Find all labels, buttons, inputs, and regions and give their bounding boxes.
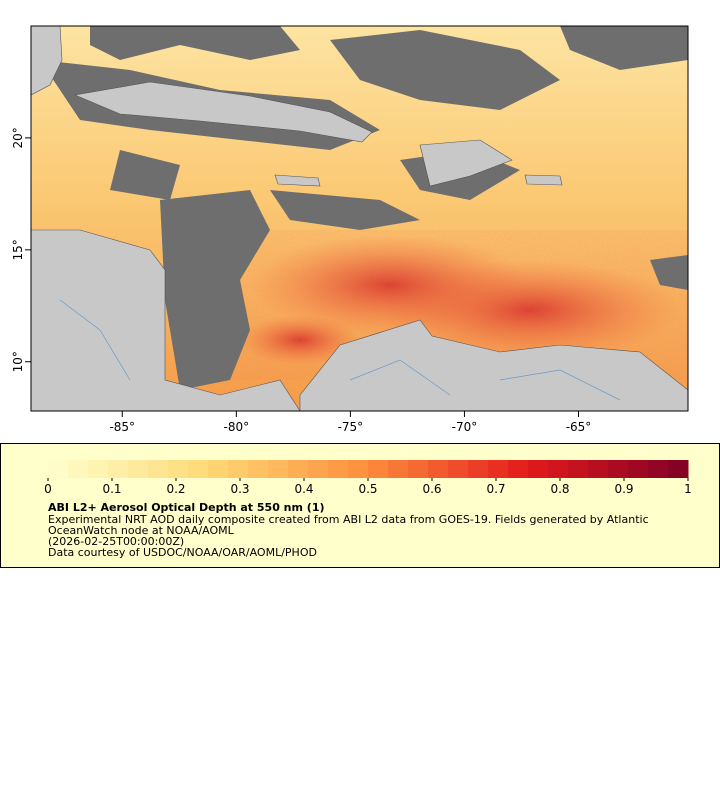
- colorbar-tick-label: 0: [44, 482, 52, 496]
- colorbar-tick-label: 0.3: [230, 482, 249, 496]
- map-image: [31, 26, 688, 411]
- x-tick-label: -70°: [452, 420, 478, 434]
- colorbar-tick-label: 0.1: [102, 482, 121, 496]
- colorbar-step: [228, 460, 249, 478]
- colorbar-step: [108, 460, 129, 478]
- x-tick-label: -80°: [224, 420, 250, 434]
- legend-line: (2026-02-25T00:00:00Z): [48, 535, 184, 548]
- colorbar-tick-label: 0.5: [358, 482, 377, 496]
- y-tick-label: 20°: [11, 127, 25, 148]
- colorbar-step: [668, 460, 689, 478]
- colorbar-step: [288, 460, 309, 478]
- y-tick-label: 10°: [11, 351, 25, 372]
- x-tick-label: -75°: [338, 420, 364, 434]
- colorbar-step: [508, 460, 529, 478]
- colorbar-step: [428, 460, 449, 478]
- colorbar-step: [548, 460, 569, 478]
- colorbar-step: [268, 460, 289, 478]
- y-tick-label: 15°: [11, 239, 25, 260]
- colorbar-step: [148, 460, 169, 478]
- colorbar-step: [88, 460, 109, 478]
- colorbar-step: [608, 460, 629, 478]
- colorbar-tick-label: 0.8: [550, 482, 569, 496]
- x-tick-label: -65°: [566, 420, 592, 434]
- colorbar-step: [188, 460, 209, 478]
- colorbar-step: [68, 460, 89, 478]
- legend-title: ABI L2+ Aerosol Optical Depth at 550 nm …: [48, 501, 325, 514]
- colorbar-tick-label: 0.9: [614, 482, 633, 496]
- colorbar-step: [208, 460, 229, 478]
- colorbar-tick-label: 0.7: [486, 482, 505, 496]
- colorbar-tick-label: 0.4: [294, 482, 313, 496]
- colorbar-tick-label: 1: [684, 482, 692, 496]
- colorbar-step: [248, 460, 269, 478]
- colorbar-step: [488, 460, 509, 478]
- map-frame: [30, 25, 689, 412]
- colorbar-step: [328, 460, 349, 478]
- colorbar-tick-label: 0.6: [422, 482, 441, 496]
- colorbar-step: [368, 460, 389, 478]
- colorbar-step: [588, 460, 609, 478]
- legend-line: Experimental NRT AOD daily composite cre…: [48, 513, 649, 526]
- colorbar-tick-label: 0.2: [166, 482, 185, 496]
- colorbar-step: [48, 460, 69, 478]
- colorbar-step: [128, 460, 149, 478]
- colorbar-step: [308, 460, 329, 478]
- colorbar-step: [628, 460, 649, 478]
- colorbar-step: [468, 460, 489, 478]
- colorbar-step: [448, 460, 469, 478]
- x-tick-label: -85°: [109, 420, 135, 434]
- colorbar-step: [388, 460, 409, 478]
- colorbar-step: [528, 460, 549, 478]
- legend-line: OceanWatch node at NOAA/AOML: [48, 524, 235, 537]
- legend-line: Data courtesy of USDOC/NOAA/OAR/AOML/PHO…: [48, 546, 317, 559]
- colorbar-step: [568, 460, 589, 478]
- colorbar-step: [408, 460, 429, 478]
- colorbar-step: [168, 460, 189, 478]
- colorbar-step: [648, 460, 669, 478]
- colorbar-step: [348, 460, 369, 478]
